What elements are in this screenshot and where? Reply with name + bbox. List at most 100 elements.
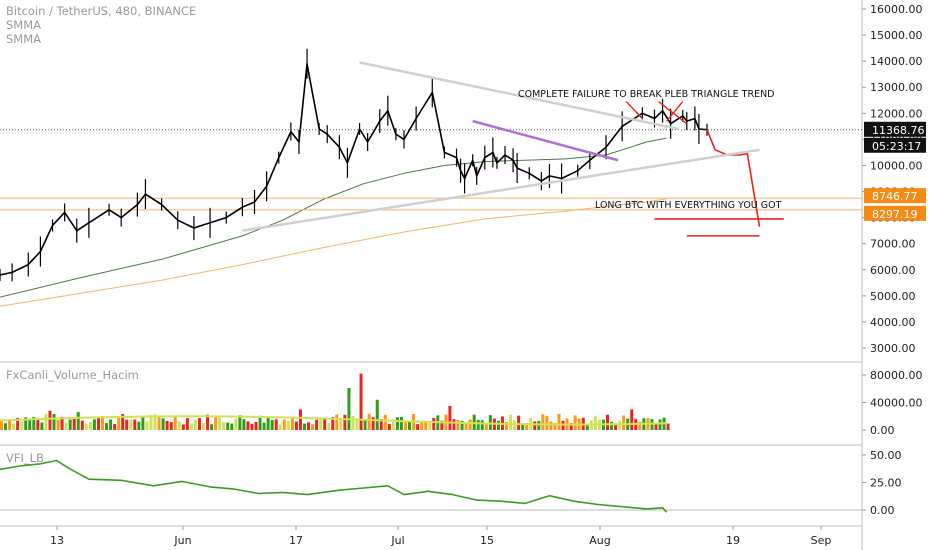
volume-bar [230,423,234,430]
volume-bar [420,422,424,430]
volume-bar [169,422,173,430]
price-axis-label: 5000.00 [870,290,916,303]
volume-bar [36,418,40,430]
volume-bar [311,424,315,430]
smma-slow-line [0,198,667,307]
price-pane[interactable] [0,48,862,307]
volume-bar [56,419,60,430]
volume-bar [92,419,96,430]
volume-bar [181,424,185,430]
smma-fast-line [0,137,667,298]
volume-bar [416,424,420,430]
vfi-line [0,459,668,513]
volume-bar [141,416,145,430]
volume-bar [290,416,294,430]
volume-bar [404,422,407,430]
volume-bar [165,420,169,430]
volume-bar [509,414,513,430]
price-axis-label: 14000.00 [870,55,923,68]
volume-bar [109,419,113,430]
price-axis[interactable]: 3000.004000.005000.006000.007000.008000.… [862,3,926,517]
volume-bar [202,423,205,430]
smma-fast-badge: 8746.77 [872,190,918,203]
volume-bar [343,414,347,430]
volume-bar [480,420,484,430]
smma-legend-2[interactable]: SMMA [6,32,42,46]
volume-bar [464,423,468,430]
red-x-mark [625,101,643,120]
volume-bar [339,419,343,430]
price-axis-label: 10000.00 [870,159,923,172]
volume-bar [80,420,84,430]
smma-legend-1[interactable]: SMMA [6,18,42,32]
volume-bar [218,417,222,430]
volume-bar [521,423,525,430]
volume-axis-label: 0.00 [870,424,895,437]
volume-axis-label: 80000.00 [870,369,923,382]
smma-fast-badge-bg [864,188,926,204]
volume-axis-label: 40000.00 [870,397,923,410]
volume-bar [654,424,658,430]
price-axis-label: 13000.00 [870,81,923,94]
volume-bar [638,421,642,430]
volume-bar [153,414,157,430]
volume-bar [622,415,626,430]
vfi-axis-label: 50.00 [870,449,902,462]
time-axis[interactable]: 13 Jun 17 Jul 15 Aug 19 Sep [50,526,831,547]
volume-bar [327,423,331,430]
volume-pane-title[interactable]: FxCanli_Volume_Hacim [6,368,139,382]
volume-bar [399,417,403,430]
price-axis-label: 12000.00 [870,107,923,120]
volume-bar [133,419,137,430]
volume-bar [137,421,141,430]
volume-bar [319,418,323,430]
volume-bar [545,415,549,430]
annotation-long-btc: LONG BTC WITH EVERYTHING YOU GOT [595,200,782,211]
vfi-pane-title[interactable]: VFI_LB [6,451,44,465]
volume-bar [24,417,28,430]
volume-bar [307,422,311,430]
volume-bar [185,418,189,430]
volume-bar [476,420,480,430]
volume-bar [72,418,76,430]
volume-bar [460,420,464,430]
volume-bar [214,416,218,430]
volume-pane[interactable] [0,373,670,430]
volume-bar [456,420,460,430]
red-x-mark [658,101,688,125]
volume-bar [254,421,258,430]
volume-bar [189,423,193,430]
volume-bar [488,415,492,430]
price-axis-label: 6000.00 [870,264,916,277]
volume-bar [553,423,557,430]
volume-bar [258,415,262,430]
volume-bar [387,423,391,430]
volume-bar [64,422,68,430]
volume-bar [157,416,161,430]
volume-bar [238,415,242,430]
volume-bar [266,417,270,430]
volume-bar [593,416,597,430]
price-axis-label: 4000.00 [870,316,916,329]
volume-bar [242,419,246,430]
red-x-mark [666,101,684,122]
volume-bar [371,417,375,430]
symbol-title[interactable]: Bitcoin / TetherUS, 480, BINANCE [6,4,197,18]
volume-bar [129,419,133,430]
volume-bar [12,423,16,430]
vfi-pane[interactable] [0,459,862,513]
volume-bar [496,420,500,430]
time-axis-label: 13 [50,534,64,547]
volume-bar [391,419,395,430]
volume-bar [315,419,319,430]
volume-bar [331,417,335,430]
countdown-badge-bg [864,137,926,153]
volume-bar [8,419,12,430]
price-axis-label: 7000.00 [870,238,916,251]
chart-legend: Bitcoin / TetherUS, 480, BINANCE SMMA SM… [6,4,196,46]
volume-bar [52,413,56,430]
volume-bar [282,419,286,430]
volume-bar [513,420,517,430]
volume-bar [32,417,36,430]
volume-bar [193,419,197,430]
